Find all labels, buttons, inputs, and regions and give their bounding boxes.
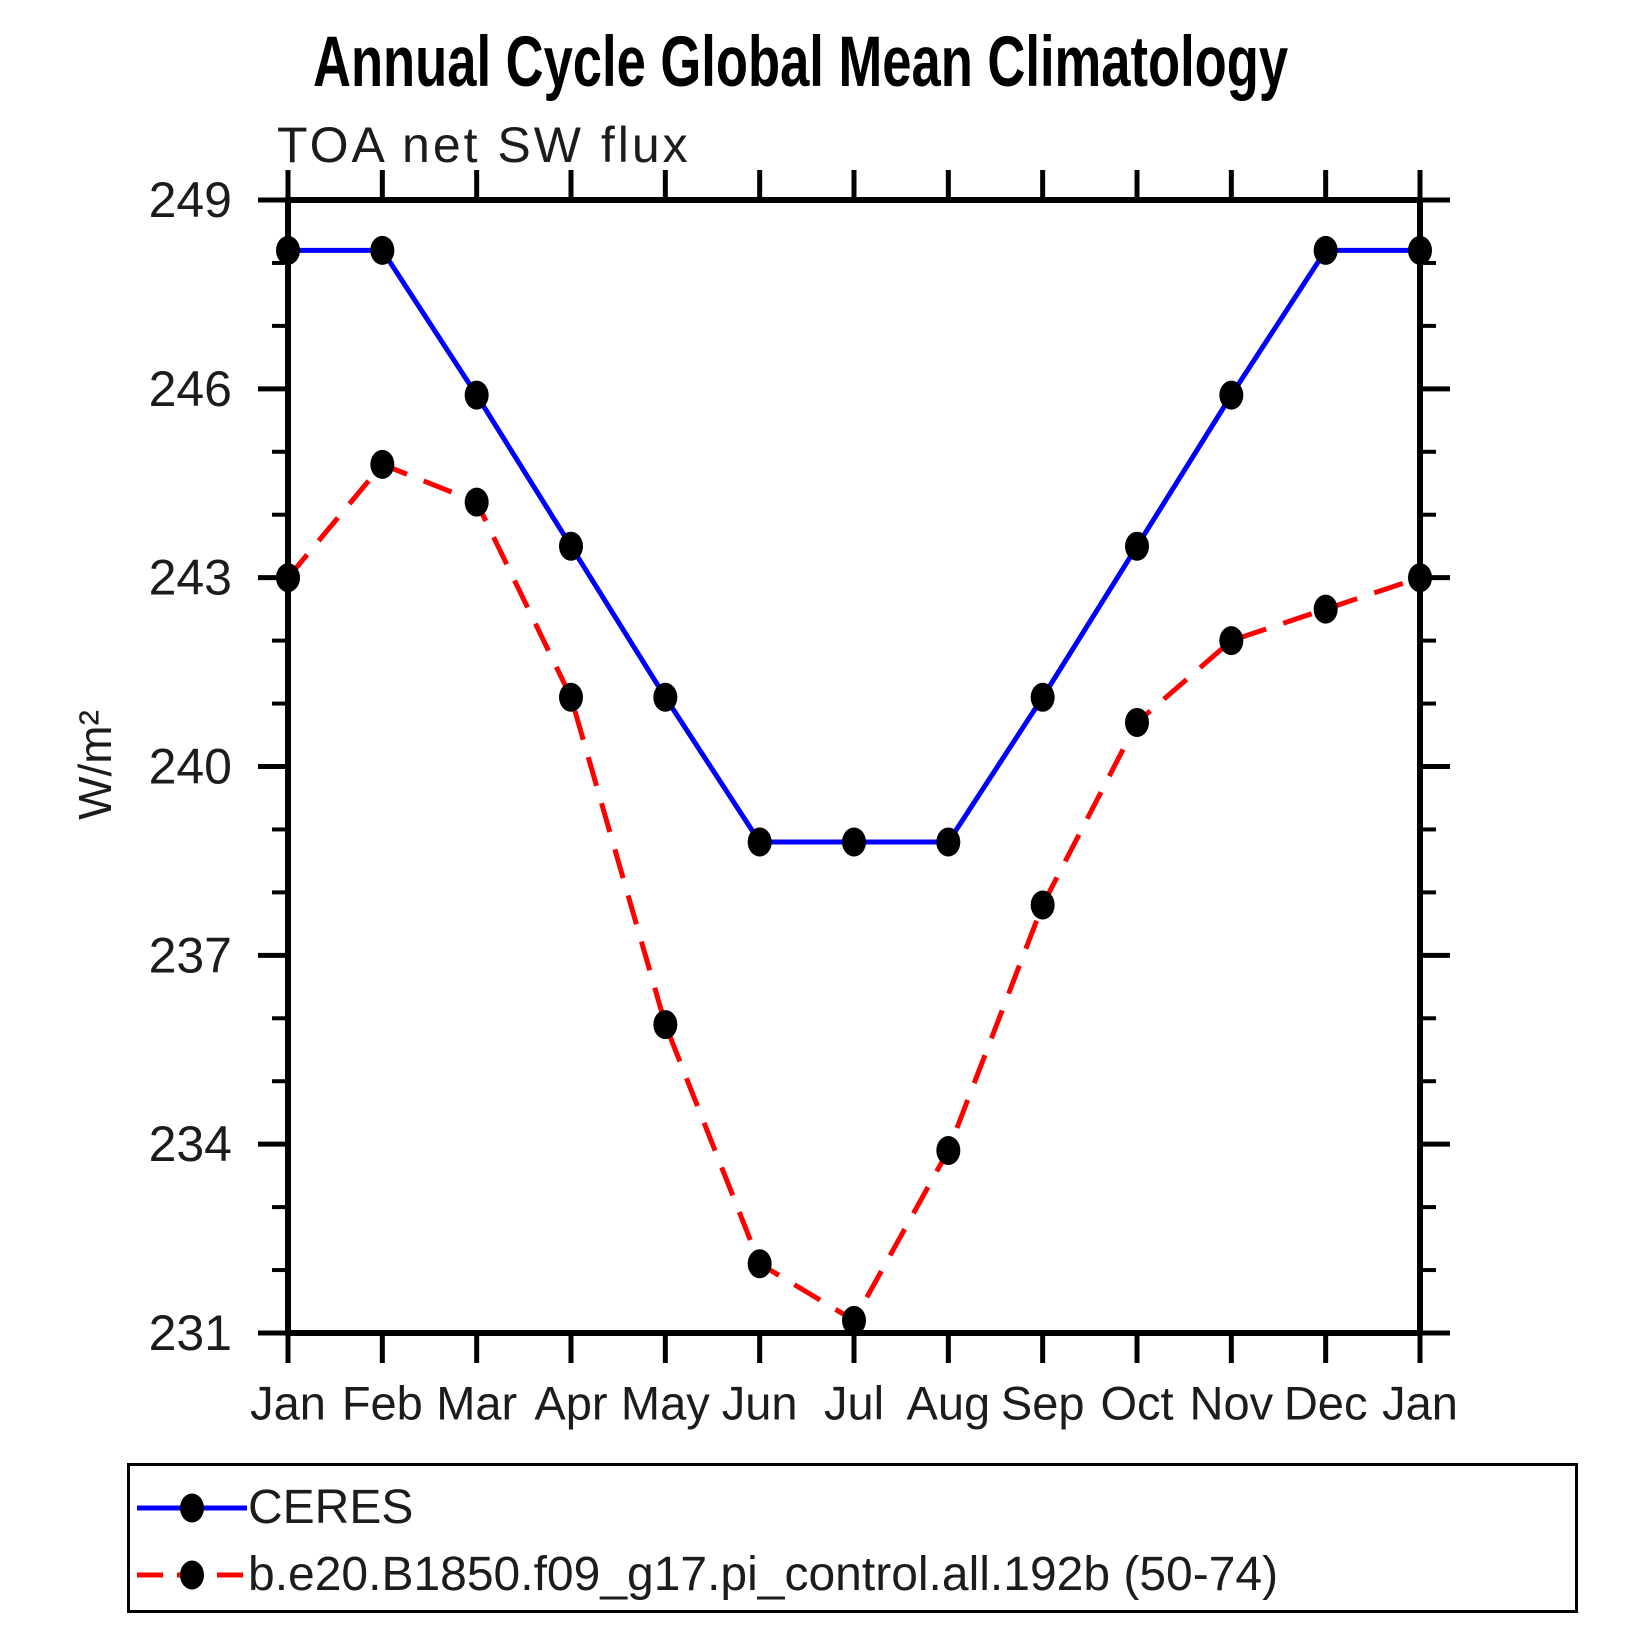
- y-tick-label: 237: [149, 927, 232, 983]
- x-tick-label: Sep: [1001, 1377, 1085, 1430]
- y-tick-label: 231: [149, 1305, 232, 1361]
- data-point-marker-ceres: [1030, 682, 1055, 712]
- legend-marker-dot: [180, 1560, 204, 1590]
- x-tick-label: Apr: [534, 1377, 607, 1430]
- legend-sample-model: [137, 1560, 247, 1590]
- data-point-marker-model: [653, 1010, 678, 1040]
- y-tick-label: 246: [149, 361, 232, 417]
- x-tick-label: Aug: [907, 1377, 991, 1430]
- y-tick-label: 240: [149, 739, 232, 795]
- data-point-marker-ceres: [464, 380, 489, 410]
- data-point-marker-model: [276, 563, 300, 593]
- data-point-marker-model: [1408, 563, 1432, 593]
- y-tick-label: 249: [149, 172, 232, 228]
- data-point-marker-model: [1030, 890, 1055, 920]
- data-point-marker-model: [747, 1249, 772, 1279]
- x-tick-label: Jun: [722, 1377, 798, 1430]
- x-tick-label: Feb: [342, 1377, 423, 1430]
- chart-subtitle: TOA net SW flux: [277, 117, 691, 173]
- data-point-marker-ceres: [276, 235, 300, 265]
- series-line-ceres: [288, 247, 1420, 845]
- x-tick-label: Dec: [1284, 1377, 1368, 1430]
- data-point-marker-ceres: [370, 235, 395, 265]
- x-tick-label: Jan: [1382, 1377, 1458, 1430]
- data-point-marker-ceres: [559, 531, 583, 561]
- data-point-marker-model: [1219, 626, 1244, 656]
- data-point-marker-model: [1125, 707, 1149, 737]
- data-point-marker-model: [559, 682, 583, 712]
- x-tick-label: Jan: [250, 1377, 326, 1430]
- data-point-marker-ceres: [842, 827, 866, 857]
- x-tick-label: Jul: [824, 1377, 884, 1430]
- data-point-marker-ceres: [747, 827, 772, 857]
- data-point-marker-model: [1313, 594, 1338, 624]
- y-tick-label: 234: [149, 1116, 232, 1172]
- x-tick-label: Oct: [1100, 1377, 1173, 1430]
- data-point-marker-model: [842, 1305, 866, 1335]
- data-point-marker-ceres: [1125, 531, 1149, 561]
- data-point-marker-model: [464, 487, 489, 517]
- legend-label-ceres: CERES: [248, 1481, 414, 1534]
- data-point-marker-ceres: [1313, 235, 1338, 265]
- chart-title: Annual Cycle Global Mean Climatology: [313, 23, 1289, 102]
- x-tick-label: Mar: [436, 1377, 517, 1430]
- series-line-model: [286, 461, 1421, 1324]
- data-point-marker-ceres: [653, 682, 678, 712]
- data-point-marker-ceres: [936, 827, 961, 857]
- data-point-marker-ceres: [1219, 380, 1244, 410]
- data-point-marker-model: [370, 449, 395, 479]
- data-point-marker-model: [936, 1135, 961, 1165]
- legend-box: CERES b.e20.B1850.f09_g17.pi_control.all…: [127, 1463, 1578, 1613]
- legend-sample-ceres: [137, 1493, 247, 1523]
- data-point-marker-ceres: [1408, 235, 1432, 265]
- legend-label-model: b.e20.B1850.f09_g17.pi_control.all.192b …: [248, 1548, 1279, 1601]
- x-tick-label: May: [621, 1377, 710, 1430]
- y-tick-label: 243: [149, 550, 232, 606]
- legend-marker-dot: [180, 1493, 204, 1523]
- x-tick-label: Nov: [1190, 1377, 1274, 1430]
